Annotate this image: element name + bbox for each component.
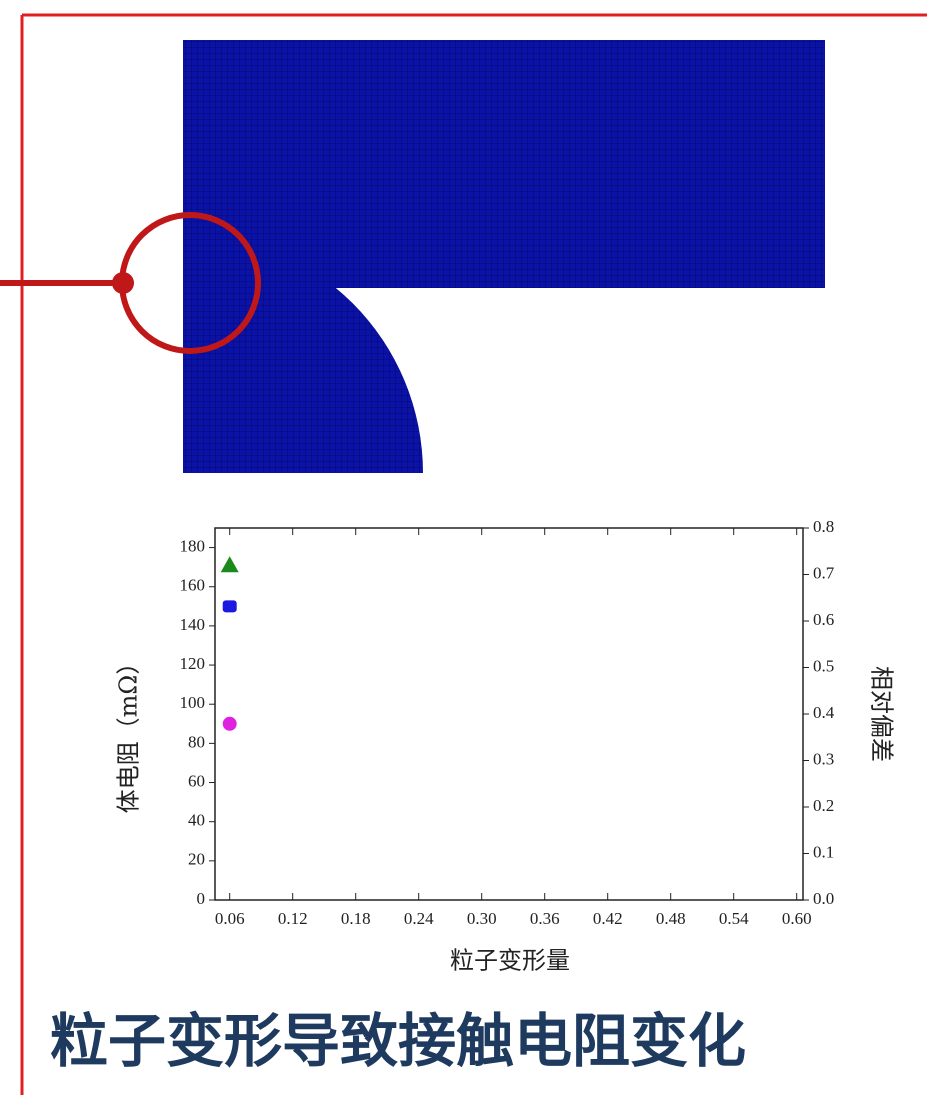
y-tick-label: 100 xyxy=(180,693,206,712)
page: 粒子变形量 体电阻（mΩ） 相对偏差 粒子变形导致接触电阻变化 0.060.12… xyxy=(0,0,927,1095)
point xyxy=(221,556,239,572)
x-tick-label: 0.30 xyxy=(467,909,497,928)
plot-frame xyxy=(215,528,803,900)
y-tick-label: 40 xyxy=(188,811,205,830)
x-tick-label: 0.54 xyxy=(719,909,749,928)
y-tick-label: 120 xyxy=(180,654,206,673)
point xyxy=(223,717,237,731)
y2-tick-label: 0.5 xyxy=(813,656,834,675)
y2-tick-label: 0.7 xyxy=(813,563,835,582)
y-tick-label: 0 xyxy=(197,889,206,908)
y2-tick-label: 0.1 xyxy=(813,842,834,861)
y-axis-label: 体电阻（mΩ） xyxy=(115,651,143,814)
x-axis-label: 粒子变形量 xyxy=(450,947,570,975)
y-tick-label: 140 xyxy=(180,615,206,634)
y-tick-label: 80 xyxy=(188,732,205,751)
y2-tick-label: 0.2 xyxy=(813,796,834,815)
chart-title: 粒子变形导致接触电阻变化 xyxy=(50,1007,746,1075)
y2-tick-label: 0.3 xyxy=(813,749,834,768)
y2-tick-label: 0.6 xyxy=(813,610,834,629)
y2-tick-label: 0.0 xyxy=(813,889,834,908)
x-tick-label: 0.12 xyxy=(278,909,308,928)
x-tick-label: 0.24 xyxy=(404,909,434,928)
y-tick-label: 180 xyxy=(180,536,206,555)
y-tick-label: 20 xyxy=(188,850,205,869)
x-tick-label: 0.42 xyxy=(593,909,623,928)
x-tick-label: 0.36 xyxy=(530,909,560,928)
x-tick-label: 0.06 xyxy=(215,909,245,928)
mesh-diagram xyxy=(0,40,825,473)
y2-axis-label: 相对偏差 xyxy=(868,666,896,762)
x-tick-label: 0.60 xyxy=(782,909,812,928)
point xyxy=(223,600,237,612)
y-tick-label: 160 xyxy=(180,576,206,595)
y-tick-label: 60 xyxy=(188,771,205,790)
y2-tick-label: 0.4 xyxy=(813,703,835,722)
x-tick-label: 0.48 xyxy=(656,909,686,928)
x-tick-label: 0.18 xyxy=(341,909,371,928)
y2-tick-label: 0.8 xyxy=(813,517,834,536)
